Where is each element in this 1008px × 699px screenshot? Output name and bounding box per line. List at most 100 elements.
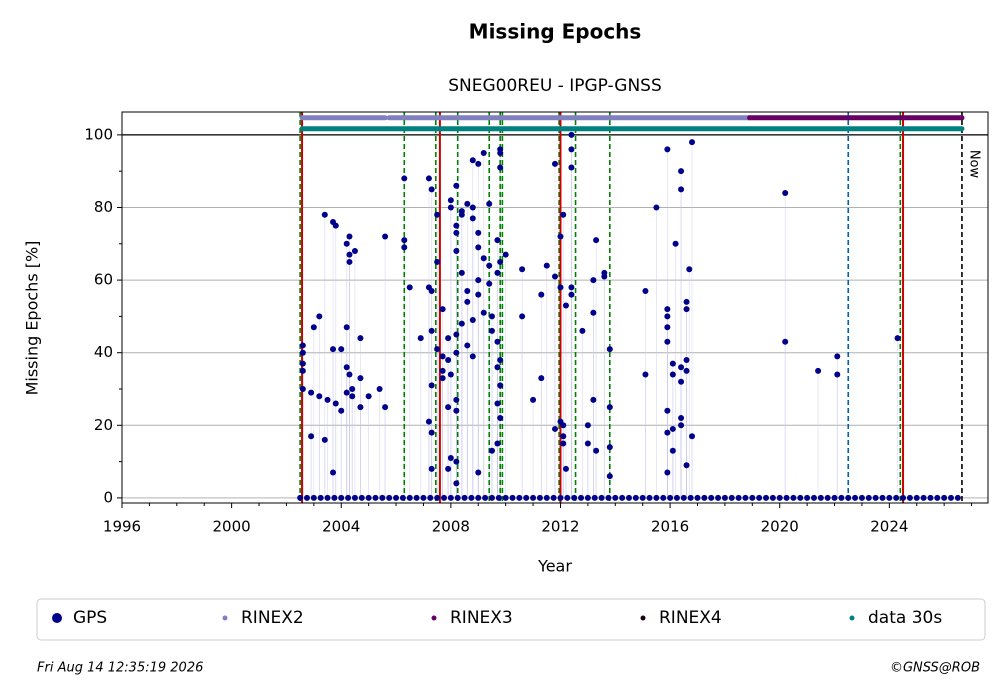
legend-label: RINEX2 [241,608,304,628]
point [664,313,671,320]
point [593,447,600,454]
point [445,335,452,342]
point [689,433,696,440]
point [687,494,694,501]
point [678,364,685,371]
point [417,335,424,342]
point [324,396,331,403]
point [660,494,667,501]
point [458,320,465,327]
point [351,248,358,255]
point [584,440,591,447]
point [590,309,597,316]
legend-label: RINEX4 [659,608,722,628]
point [469,353,476,360]
point [453,396,460,403]
point [331,494,338,501]
point [299,386,306,393]
point [593,237,600,244]
point [486,262,493,269]
point [447,454,454,461]
point [447,494,454,501]
point [321,211,328,218]
plot-frame [121,111,989,504]
point [834,353,841,360]
point [530,396,537,403]
point [701,494,708,501]
point [488,327,495,334]
point [708,494,715,501]
legend-marker [52,613,62,623]
point [475,277,482,284]
point [346,233,353,240]
legend-label: data 30s [868,608,942,628]
point [590,396,597,403]
legend-frame [36,598,986,641]
point [865,494,872,501]
point [434,258,441,265]
point [382,404,389,411]
point [689,139,696,146]
point [453,331,460,338]
x-axis-label: Year [537,557,572,576]
point [469,204,476,211]
x-tick-label: 2000 [213,518,251,536]
point [324,494,331,501]
point [900,494,907,501]
point [683,298,690,305]
point [664,469,671,476]
point [664,146,671,153]
point [332,400,339,407]
y-tick-label: 20 [94,416,113,434]
point [639,494,646,501]
point [879,494,886,501]
point [495,494,502,501]
point [552,425,558,432]
point [672,240,679,247]
point [475,469,482,476]
point [346,258,353,265]
point [680,494,687,501]
point [538,375,545,382]
point [664,306,671,313]
point [447,204,454,211]
point [299,349,306,356]
point [497,382,504,389]
point [678,415,685,422]
point [497,258,504,265]
legend-marker [640,615,646,621]
point [351,494,358,501]
point [343,364,350,371]
point [606,404,613,411]
point [349,393,356,400]
point [673,494,680,501]
point [330,469,337,476]
point [488,313,495,320]
point [536,494,543,501]
point [619,494,626,501]
point [552,160,558,167]
point [445,356,452,363]
point [475,160,482,167]
point [564,494,571,501]
point [376,386,383,393]
point [769,494,776,501]
point [834,371,841,378]
point [579,327,586,334]
point [721,494,728,501]
point [425,418,432,425]
point [954,494,961,501]
point [310,494,317,501]
point [584,422,591,429]
point [488,494,495,501]
point [509,494,516,501]
point [606,473,613,480]
point [927,494,934,501]
point [560,433,567,440]
point [678,186,685,193]
point [480,150,487,157]
point [497,150,504,157]
point [453,182,460,189]
point [557,494,564,501]
